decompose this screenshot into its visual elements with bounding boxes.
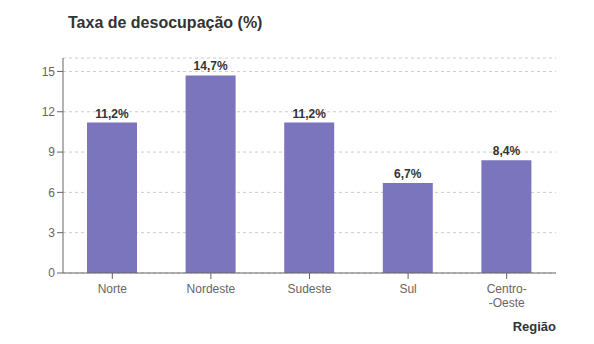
svg-text:6,7%: 6,7% <box>394 167 422 181</box>
svg-text:0: 0 <box>48 266 55 280</box>
svg-text:14,7%: 14,7% <box>194 59 228 73</box>
svg-text:8,4%: 8,4% <box>493 144 521 158</box>
svg-text:3: 3 <box>48 226 55 240</box>
svg-text:Sul: Sul <box>399 282 416 296</box>
svg-text:11,2%: 11,2% <box>293 107 327 121</box>
svg-text:Norte: Norte <box>98 282 128 296</box>
svg-text:6: 6 <box>48 186 55 200</box>
svg-text:Centro--Oeste: Centro--Oeste <box>487 282 527 310</box>
svg-text:Sudeste: Sudeste <box>287 282 331 296</box>
html-text:Taxa de desocupação (%): Taxa de desocupação (%) <box>68 14 263 31</box>
svg-text:12: 12 <box>42 105 56 119</box>
svg-text:Nordeste: Nordeste <box>187 282 236 296</box>
svg-text:11,2%: 11,2% <box>95 107 129 121</box>
svg-text:9: 9 <box>48 145 55 159</box>
svg-text:15: 15 <box>42 65 56 79</box>
svg-text:Região: Região <box>513 319 556 334</box>
